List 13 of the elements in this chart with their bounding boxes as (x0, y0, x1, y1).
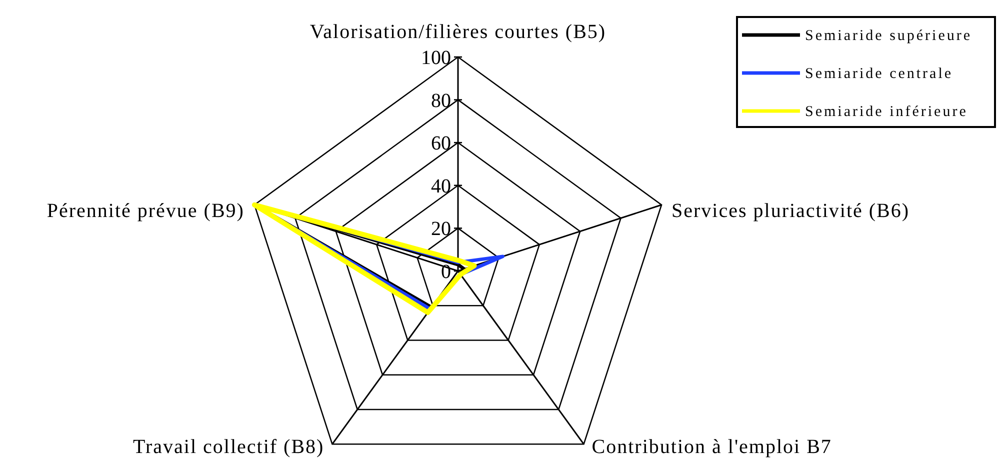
legend-label: Semiaride centrale (805, 66, 954, 82)
y-tick-label: 40 (431, 175, 451, 198)
spoke-label: Valorisation/filières courtes (B5) (310, 21, 606, 43)
spoke-label: Contribution à l'emploi B7 (592, 436, 832, 458)
y-tick-label: 60 (431, 132, 451, 155)
spoke-label: Travail collectif (B8) (132, 436, 324, 458)
spoke-label: Services pluriactivité (B6) (672, 200, 910, 222)
legend-label: Semiaride inférieure (805, 104, 968, 120)
spoke-label: Pérennité prévue (B9) (46, 200, 244, 222)
y-tick-label: 100 (421, 47, 451, 69)
y-tick-label: 20 (431, 218, 451, 240)
y-tick-label: 80 (431, 90, 451, 112)
legend-label: Semiaride supérieure (805, 28, 972, 44)
